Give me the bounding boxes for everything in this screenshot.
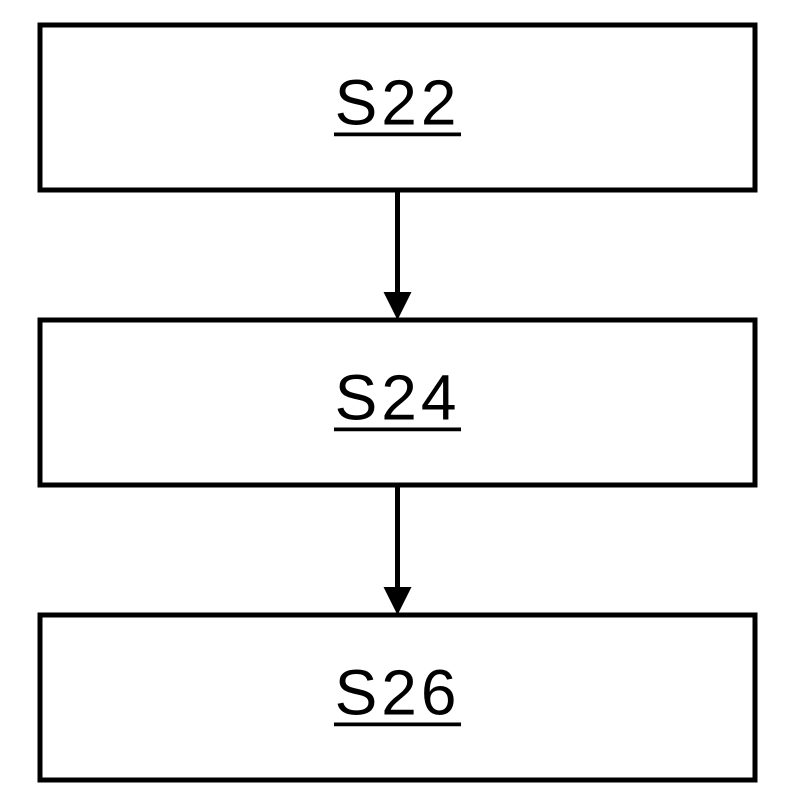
node-s24: S24 [40,320,755,485]
node-s26-label: S26 [335,656,461,728]
node-s22: S22 [40,25,755,190]
node-s24-label: S24 [335,361,461,433]
edge-s22-s24 [384,190,412,320]
edge-s24-s26 [384,485,412,615]
node-s26: S26 [40,615,755,780]
node-s22-label: S22 [335,66,461,138]
edge-s22-s24-head [384,292,412,320]
edge-s24-s26-head [384,587,412,615]
flowchart-canvas: S22 S24 S26 [0,0,795,807]
